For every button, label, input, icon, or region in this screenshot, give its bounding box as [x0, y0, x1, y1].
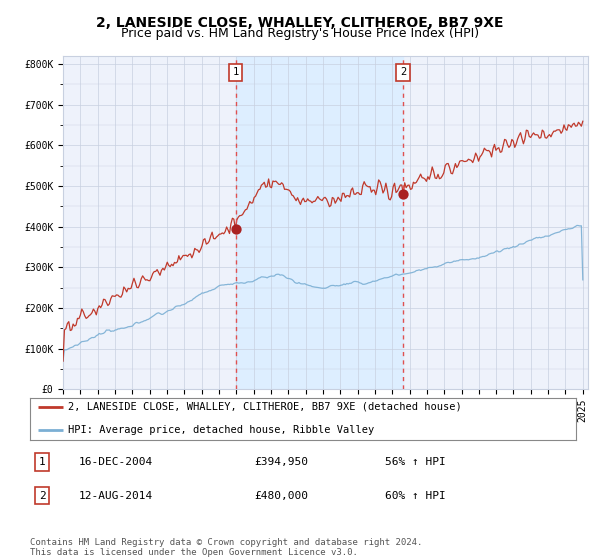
Bar: [236, 56, 403, 389]
Text: 2, LANESIDE CLOSE, WHALLEY, CLITHEROE, BB7 9XE (detached house): 2, LANESIDE CLOSE, WHALLEY, CLITHEROE, B…: [68, 402, 462, 412]
Text: 1: 1: [232, 67, 239, 77]
Point: [231, 224, 241, 233]
Text: 1: 1: [38, 457, 46, 467]
Text: 12-AUG-2014: 12-AUG-2014: [79, 491, 154, 501]
Text: 16-DEC-2004: 16-DEC-2004: [79, 457, 154, 467]
Text: HPI: Average price, detached house, Ribble Valley: HPI: Average price, detached house, Ribb…: [68, 426, 374, 435]
Text: Price paid vs. HM Land Registry's House Price Index (HPI): Price paid vs. HM Land Registry's House …: [121, 27, 479, 40]
Text: £480,000: £480,000: [254, 491, 308, 501]
Text: 60% ↑ HPI: 60% ↑ HPI: [385, 491, 446, 501]
Point: [398, 190, 408, 199]
Text: 56% ↑ HPI: 56% ↑ HPI: [385, 457, 446, 467]
Text: 2: 2: [400, 67, 406, 77]
Text: Contains HM Land Registry data © Crown copyright and database right 2024.
This d: Contains HM Land Registry data © Crown c…: [30, 538, 422, 557]
Text: 2, LANESIDE CLOSE, WHALLEY, CLITHEROE, BB7 9XE: 2, LANESIDE CLOSE, WHALLEY, CLITHEROE, B…: [96, 16, 504, 30]
Text: 2: 2: [38, 491, 46, 501]
Text: £394,950: £394,950: [254, 457, 308, 467]
